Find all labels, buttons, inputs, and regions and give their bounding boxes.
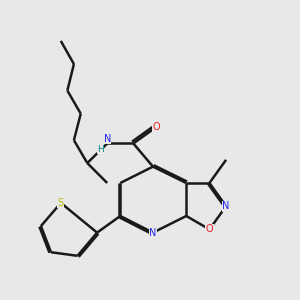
Text: N: N (149, 228, 157, 238)
Text: S: S (58, 198, 64, 208)
Text: N: N (103, 134, 111, 144)
Text: N: N (222, 201, 230, 211)
Text: H: H (97, 145, 104, 154)
Text: O: O (206, 224, 213, 234)
Text: O: O (153, 122, 160, 132)
